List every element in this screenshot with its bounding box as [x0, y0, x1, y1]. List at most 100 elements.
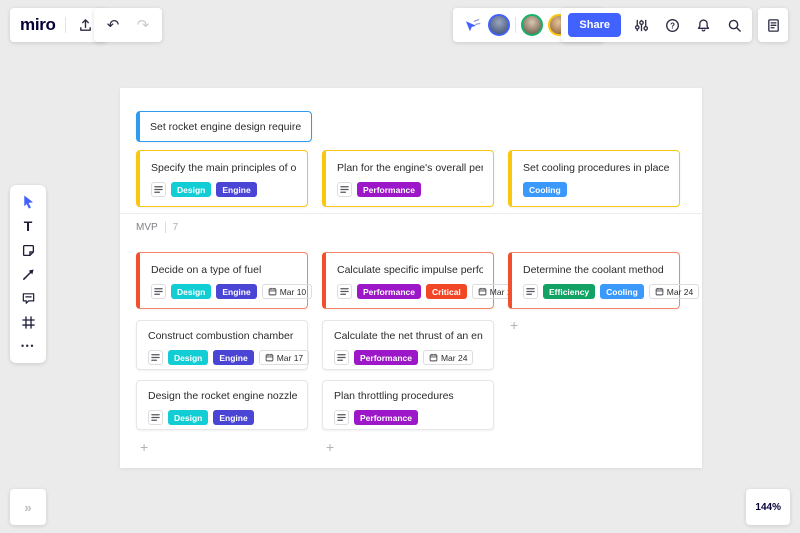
board-frame[interactable]: Set rocket engine design requirements Sp… — [120, 88, 702, 468]
search-button[interactable] — [723, 14, 745, 36]
description-icon — [334, 350, 349, 365]
due-date-badge[interactable]: Mar 10 — [261, 284, 313, 299]
export-button[interactable] — [75, 14, 97, 36]
miro-logo[interactable]: miro — [20, 15, 56, 34]
card-cooling-procedures[interactable]: Set cooling procedures in place Cooling — [508, 150, 680, 207]
help-button[interactable]: ? — [661, 14, 683, 36]
text-tool[interactable]: T — [14, 217, 42, 235]
avatar[interactable] — [488, 14, 510, 36]
card-impulse-performance[interactable]: Calculate specific impulse performance P… — [322, 252, 523, 309]
text-tool-icon: T — [23, 218, 33, 234]
arrow-icon — [21, 267, 36, 282]
tag-performance[interactable]: Performance — [357, 284, 421, 299]
search-icon — [727, 18, 742, 33]
card-principles[interactable]: Specify the main principles of operation… — [136, 150, 308, 207]
sliders-icon — [634, 18, 649, 33]
card-throttling-procedures[interactable]: Plan throttling procedures Performance — [322, 380, 494, 430]
open-notes-button[interactable] — [762, 14, 784, 36]
tag-engine[interactable]: Engine — [213, 410, 254, 425]
card-title: Calculate the net thrust of an engine — [334, 330, 483, 342]
calendar-icon — [655, 287, 664, 296]
description-icon — [151, 284, 166, 299]
card-title: Determine the coolant method — [523, 264, 664, 276]
follow-cursor-button[interactable] — [461, 14, 483, 36]
description-icon — [523, 284, 538, 299]
select-tool[interactable] — [14, 193, 42, 211]
section-title: MVP — [136, 222, 158, 233]
help-icon: ? — [665, 18, 680, 33]
app-toolbar: miro — [10, 8, 107, 42]
card-requirements[interactable]: Set rocket engine design requirements — [136, 111, 312, 142]
tag-efficiency[interactable]: Efficiency — [543, 284, 596, 299]
creation-toolbar: T ••• — [10, 185, 46, 363]
section-header-mvp[interactable]: MVP 7 — [136, 222, 178, 233]
card-engine-nozzle[interactable]: Design the rocket engine nozzle Design E… — [136, 380, 308, 430]
tag-design[interactable]: Design — [168, 350, 209, 365]
divider — [64, 17, 66, 33]
due-date-badge[interactable]: Mar 24 — [422, 350, 474, 365]
calendar-icon — [268, 287, 277, 296]
tag-cooling[interactable]: Cooling — [523, 182, 567, 197]
description-icon — [148, 410, 163, 425]
share-button[interactable]: Share — [568, 13, 621, 37]
calendar-icon — [265, 353, 274, 362]
description-icon — [148, 350, 163, 365]
sticky-note-tool[interactable] — [14, 241, 42, 259]
description-icon — [151, 182, 166, 197]
calendar-icon — [478, 287, 487, 296]
comment-tool[interactable] — [14, 289, 42, 307]
ellipsis-icon: ••• — [21, 341, 35, 351]
frame-icon — [21, 315, 36, 330]
frame-tool[interactable] — [14, 313, 42, 331]
card-net-thrust[interactable]: Calculate the net thrust of an engine Pe… — [322, 320, 494, 370]
card-title: Set rocket engine design requirements — [150, 120, 301, 133]
undo-icon: ↶ — [106, 16, 120, 34]
divider — [515, 17, 516, 33]
card-performance-plan[interactable]: Plan for the engine's overall performanc… — [322, 150, 494, 207]
notes-panel — [758, 8, 788, 42]
card-title: Set cooling procedures in place — [523, 162, 669, 174]
tag-cooling[interactable]: Cooling — [600, 284, 644, 299]
arrow-tool[interactable] — [14, 265, 42, 283]
tag-performance[interactable]: Performance — [354, 350, 418, 365]
description-icon — [334, 410, 349, 425]
section-count: 7 — [164, 222, 178, 233]
due-date-label: Mar 24 — [440, 352, 468, 363]
card-coolant-method[interactable]: Determine the coolant method Efficiency … — [508, 252, 700, 309]
tag-critical[interactable]: Critical — [425, 284, 467, 299]
redo-button[interactable]: ↷ — [132, 14, 154, 36]
add-card-button[interactable]: + — [140, 439, 149, 455]
tag-performance[interactable]: Performance — [354, 410, 418, 425]
tag-design[interactable]: Design — [171, 182, 212, 197]
due-date-badge[interactable]: Mar 17 — [258, 350, 310, 365]
due-date-label: Mar 17 — [276, 352, 304, 363]
more-tools-button[interactable]: ••• — [14, 337, 42, 355]
tag-design[interactable]: Design — [171, 284, 212, 299]
card-combustion-chamber[interactable]: Construct combustion chamber Design Engi… — [136, 320, 310, 370]
tag-engine[interactable]: Engine — [216, 284, 257, 299]
tag-engine[interactable]: Engine — [216, 182, 257, 197]
due-date-badge[interactable]: Mar 24 — [648, 284, 700, 299]
tag-performance[interactable]: Performance — [357, 182, 421, 197]
undo-button[interactable]: ↶ — [102, 14, 124, 36]
zoom-level: 144% — [755, 501, 781, 513]
card-title: Decide on a type of fuel — [151, 264, 262, 276]
description-icon — [337, 284, 352, 299]
card-title: Plan throttling procedures — [334, 390, 454, 402]
board-settings-button[interactable] — [630, 14, 652, 36]
due-date-label: Mar 17 — [489, 286, 517, 297]
redo-icon: ↷ — [136, 16, 150, 34]
cursor-icon — [464, 18, 481, 33]
tag-engine[interactable]: Engine — [213, 350, 254, 365]
card-title: Design the rocket engine nozzle — [148, 390, 297, 402]
collapse-toolbar-button[interactable]: » — [10, 489, 46, 525]
document-icon — [766, 18, 781, 33]
card-fuel-type[interactable]: Decide on a type of fuel Design Engine M… — [136, 252, 313, 309]
zoom-level-button[interactable]: 144% — [746, 489, 790, 525]
notifications-button[interactable] — [692, 14, 714, 36]
avatar[interactable] — [521, 14, 543, 36]
add-card-button[interactable]: + — [510, 317, 519, 333]
select-cursor-icon — [21, 194, 36, 210]
tag-design[interactable]: Design — [168, 410, 209, 425]
add-card-button[interactable]: + — [326, 439, 335, 455]
